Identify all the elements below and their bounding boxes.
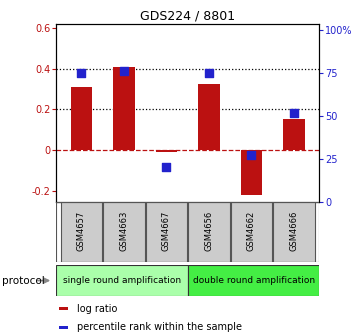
Bar: [231, 202, 272, 262]
Bar: [188, 202, 230, 262]
Bar: [241, 151, 262, 196]
Bar: [198, 84, 219, 151]
Bar: [58, 326, 68, 329]
Bar: [188, 265, 319, 296]
Bar: [71, 87, 92, 151]
Point: [79, 71, 84, 76]
Bar: [56, 265, 188, 296]
Text: percentile rank within the sample: percentile rank within the sample: [77, 323, 242, 332]
Bar: [113, 67, 135, 151]
Point: [121, 69, 127, 74]
Text: GSM4666: GSM4666: [290, 210, 299, 251]
Text: log ratio: log ratio: [77, 304, 117, 314]
Text: GSM4663: GSM4663: [119, 210, 129, 251]
Bar: [145, 202, 187, 262]
Bar: [156, 151, 177, 153]
Text: GSM4657: GSM4657: [77, 211, 86, 251]
Point: [249, 153, 255, 158]
Text: double round amplification: double round amplification: [192, 276, 315, 285]
Text: protocol: protocol: [2, 276, 44, 286]
Text: GSM4656: GSM4656: [204, 211, 213, 251]
Bar: [58, 307, 68, 310]
Title: GDS224 / 8801: GDS224 / 8801: [140, 9, 235, 23]
Point: [164, 165, 169, 170]
Text: GSM4667: GSM4667: [162, 210, 171, 251]
Bar: [61, 202, 102, 262]
Bar: [103, 202, 145, 262]
Bar: [273, 202, 315, 262]
Text: single round amplification: single round amplification: [63, 276, 181, 285]
Point: [291, 110, 297, 115]
Text: GSM4662: GSM4662: [247, 211, 256, 251]
Bar: [283, 119, 305, 151]
Point: [206, 71, 212, 76]
